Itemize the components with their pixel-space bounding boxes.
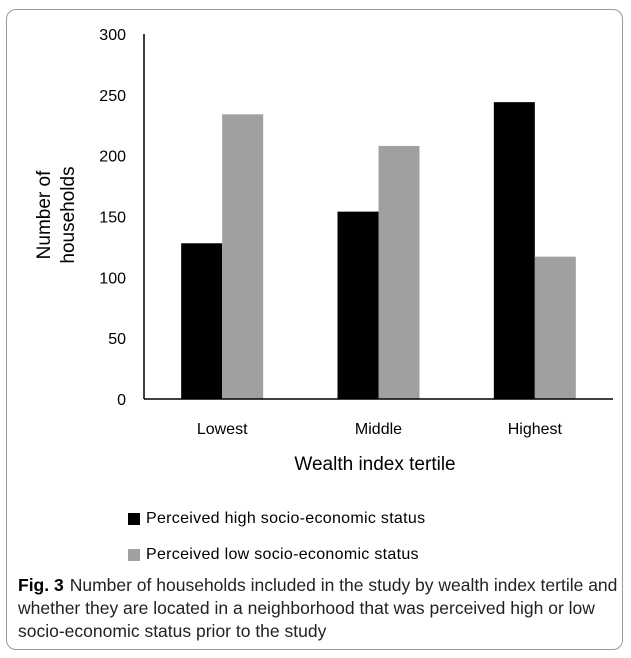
bar-chart: Number of households 050100150200250300 … [34,27,613,475]
bar-low-highest [534,256,576,399]
figure-label: Fig. 3 [18,575,64,595]
y-tick-label: 150 [99,210,126,227]
y-tick-label: 200 [99,149,126,166]
figure-caption: Fig. 3 Number of households included in t… [18,574,618,643]
legend-item-high-status: Perceived high socio-economic status [128,510,425,528]
x-tick-label: Middle [355,421,402,438]
legend-label-high: Perceived high socio-economic status [146,510,426,527]
y-tick-labels: 0 50 100 150 200 250 300 [99,27,126,409]
bar-high-lowest [181,243,223,399]
x-tick-label: Lowest [197,421,248,438]
bar-high-middle [337,211,379,399]
x-tick-label: Highest [508,421,563,438]
bar-low-middle [378,145,420,399]
y-axis-title-line-1: Number of [34,170,55,259]
y-tick-label: 250 [99,88,126,105]
y-tick-label: 0 [117,392,126,409]
x-tick-labels: Lowest Middle Highest [197,421,563,438]
legend-label-low: Perceived low socio-economic status [146,546,419,563]
legend-item-low-status: Perceived low socio-economic status [128,546,419,564]
bar-high-highest [493,102,535,399]
caption-text: Number of households included in the stu… [18,575,618,641]
legend-swatch-high [128,513,140,525]
y-tick-label: 300 [99,27,126,44]
y-tick-label: 50 [108,331,126,348]
x-axis-title: Wealth index tertile [294,454,455,475]
bars [181,102,576,400]
legend-swatch-low [128,549,140,561]
y-tick-label: 100 [99,270,126,287]
y-axis-title: Number of households [34,166,79,263]
figure-frame [6,9,623,650]
y-axis-title-line-2: households [58,166,79,263]
bar-low-lowest [222,114,264,400]
